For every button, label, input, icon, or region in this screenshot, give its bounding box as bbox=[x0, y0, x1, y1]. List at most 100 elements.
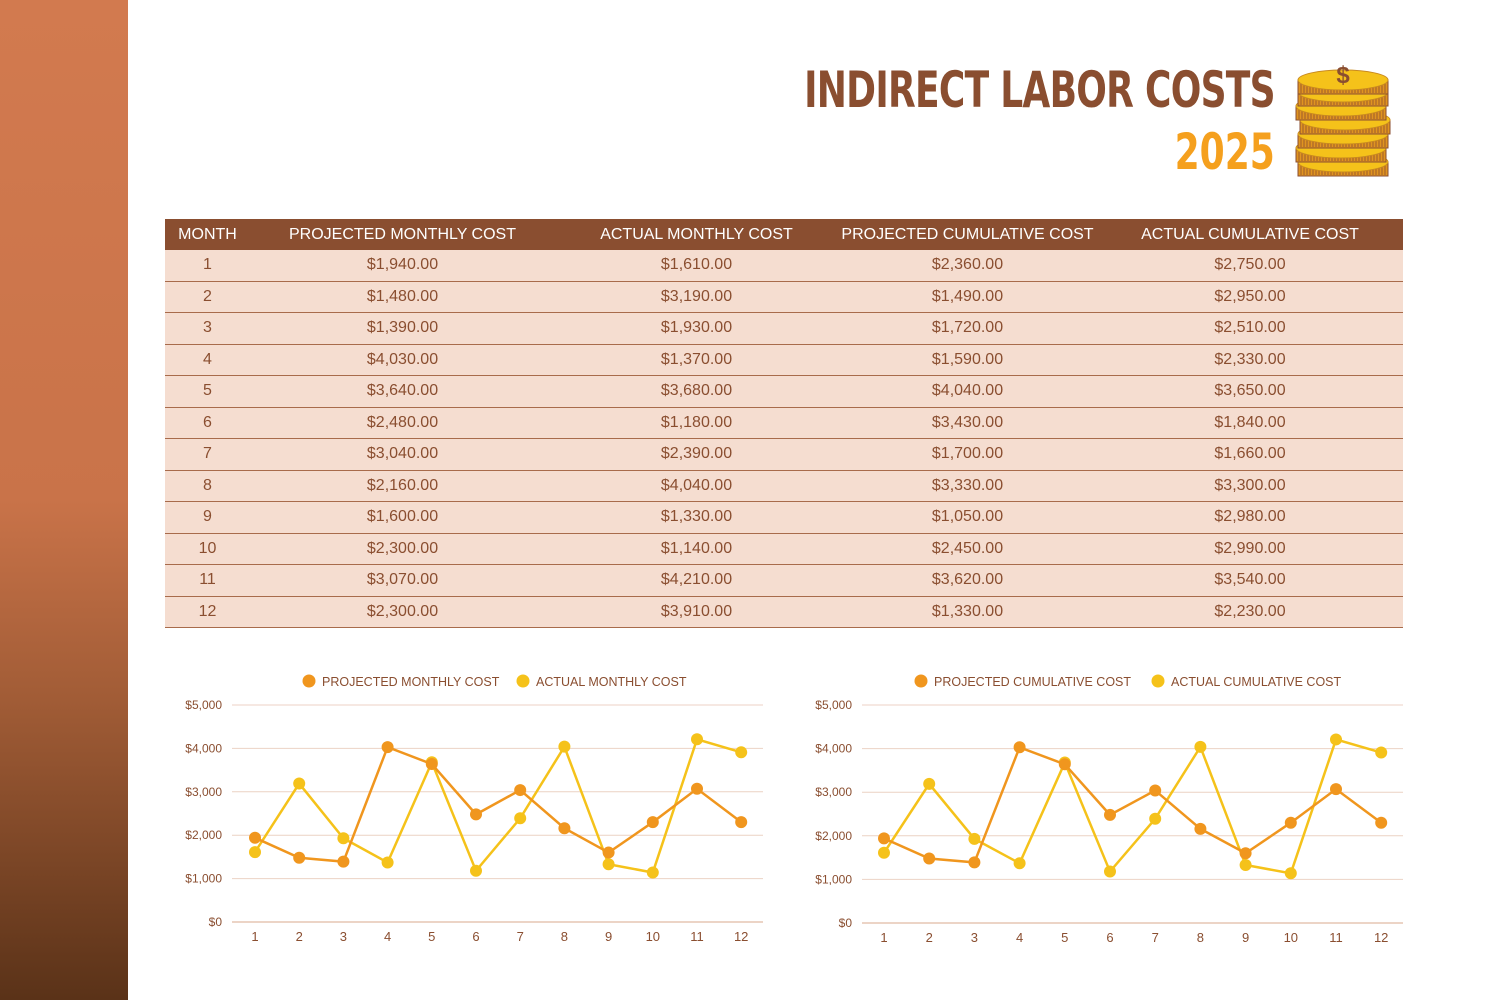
x-tick-label: 3 bbox=[971, 930, 978, 945]
legend-label: ACTUAL CUMULATIVE COST bbox=[1171, 675, 1342, 689]
table-row: 6 $2,480.00 $1,180.00 $3,430.00 $1,840.00 bbox=[165, 407, 1403, 439]
table-cell: 5 bbox=[165, 375, 250, 408]
series-line bbox=[253, 737, 742, 874]
table-cell: $4,210.00 bbox=[555, 564, 838, 597]
data-point bbox=[470, 864, 482, 877]
legend-label: ACTUAL MONTHLY COST bbox=[536, 675, 687, 689]
table-cell: $1,330.00 bbox=[555, 501, 838, 534]
table-cell: $1,490.00 bbox=[838, 281, 1097, 313]
x-tick-label: 8 bbox=[1197, 930, 1204, 945]
x-tick-label: 7 bbox=[517, 929, 524, 944]
data-point bbox=[1149, 812, 1162, 825]
data-point bbox=[1013, 857, 1026, 870]
x-tick-label: 7 bbox=[1152, 930, 1159, 945]
data-point bbox=[968, 832, 981, 845]
y-tick-label: $4,000 bbox=[185, 741, 222, 755]
data-point bbox=[558, 740, 571, 753]
data-point bbox=[1375, 746, 1388, 759]
x-tick-label: 11 bbox=[1329, 930, 1343, 945]
x-tick-label: 2 bbox=[926, 930, 933, 945]
table-cell: $1,660.00 bbox=[1097, 438, 1403, 471]
y-tick-label: $4,000 bbox=[815, 742, 852, 756]
table-cell: $2,980.00 bbox=[1097, 501, 1403, 534]
data-point bbox=[1330, 733, 1342, 746]
data-point bbox=[381, 741, 394, 754]
column-header: PROJECTED MONTHLY COST bbox=[250, 219, 555, 250]
table-cell: $2,300.00 bbox=[250, 533, 555, 565]
y-tick-label: $2,000 bbox=[815, 829, 852, 843]
table-cell: $3,430.00 bbox=[838, 407, 1097, 439]
table-cell: $4,040.00 bbox=[838, 375, 1097, 408]
data-point bbox=[470, 808, 482, 821]
table-cell: 12 bbox=[165, 596, 250, 628]
table-cell: $1,050.00 bbox=[838, 501, 1097, 534]
table-cell: $1,330.00 bbox=[838, 596, 1097, 628]
column-header: MONTH bbox=[165, 219, 250, 250]
y-tick-label: $2,000 bbox=[185, 828, 222, 842]
y-tick-label: $0 bbox=[839, 916, 853, 930]
table-cell: $3,640.00 bbox=[250, 375, 555, 408]
table-cell: $3,910.00 bbox=[555, 596, 838, 628]
data-point bbox=[293, 851, 306, 864]
table-cell: $1,930.00 bbox=[555, 312, 838, 345]
y-tick-label: $1,000 bbox=[815, 872, 852, 886]
data-point bbox=[337, 855, 350, 868]
data-point bbox=[878, 846, 890, 859]
table-cell: $2,360.00 bbox=[838, 250, 1097, 282]
x-tick-label: 9 bbox=[605, 929, 612, 944]
table-cell: 3 bbox=[165, 312, 250, 345]
table-cell: $1,480.00 bbox=[250, 281, 555, 313]
table-cell: $1,840.00 bbox=[1097, 407, 1403, 439]
table-cell: $2,480.00 bbox=[250, 407, 555, 439]
x-tick-label: 5 bbox=[1061, 930, 1068, 945]
legend-marker bbox=[516, 674, 530, 688]
table-cell: 10 bbox=[165, 533, 250, 565]
data-point bbox=[1375, 816, 1388, 829]
data-point bbox=[968, 856, 981, 869]
x-tick-label: 11 bbox=[690, 929, 704, 944]
y-tick-label: $0 bbox=[209, 915, 223, 929]
data-point bbox=[1239, 859, 1252, 872]
legend-label: PROJECTED MONTHLY COST bbox=[322, 675, 500, 689]
table-cell: 7 bbox=[165, 438, 250, 471]
table-cell: $1,370.00 bbox=[555, 344, 838, 376]
x-tick-label: 8 bbox=[561, 929, 568, 944]
data-point bbox=[1104, 808, 1116, 821]
table-cell: $1,390.00 bbox=[250, 312, 555, 345]
x-tick-label: 10 bbox=[646, 929, 660, 944]
table-row: 3 $1,390.00 $1,930.00 $1,720.00 $2,510.00 bbox=[165, 312, 1403, 345]
table-cell: $2,160.00 bbox=[250, 470, 555, 502]
data-point bbox=[691, 782, 703, 795]
title-year: 2025 bbox=[1174, 123, 1275, 181]
data-point bbox=[381, 856, 394, 869]
table-cell: 4 bbox=[165, 344, 250, 376]
y-tick-label: $3,000 bbox=[815, 785, 852, 799]
x-tick-label: 4 bbox=[384, 929, 391, 944]
data-point bbox=[425, 758, 438, 771]
table-cell: $2,450.00 bbox=[838, 533, 1097, 565]
x-tick-label: 5 bbox=[428, 929, 435, 944]
x-tick-label: 12 bbox=[734, 929, 748, 944]
column-header: PROJECTED CUMULATIVE COST bbox=[838, 219, 1097, 250]
table-cell: $2,750.00 bbox=[1097, 250, 1403, 282]
coin-stack-icon: $ bbox=[1295, 62, 1391, 177]
legend-marker bbox=[302, 674, 316, 688]
table-cell: $2,330.00 bbox=[1097, 344, 1403, 376]
table-cell: $4,030.00 bbox=[250, 344, 555, 376]
table-cell: $3,190.00 bbox=[555, 281, 838, 313]
table-cell: $2,390.00 bbox=[555, 438, 838, 471]
cost-table: MONTH PROJECTED MONTHLY COST ACTUAL MONTHL… bbox=[165, 219, 1403, 628]
data-point bbox=[249, 831, 261, 844]
table-row: 8 $2,160.00 $4,040.00 $3,330.00 $3,300.00 bbox=[165, 470, 1403, 502]
table-row: 10 $2,300.00 $1,140.00 $2,450.00 $2,990.00 bbox=[165, 533, 1403, 565]
x-tick-label: 1 bbox=[251, 929, 258, 944]
data-point bbox=[558, 822, 571, 835]
data-point bbox=[1149, 784, 1162, 797]
table-row: 9 $1,600.00 $1,330.00 $1,050.00 $2,980.00 bbox=[165, 501, 1403, 534]
data-point bbox=[923, 852, 936, 865]
table-cell: $2,230.00 bbox=[1097, 596, 1403, 628]
series-line bbox=[882, 737, 1382, 875]
series-line bbox=[883, 745, 1382, 864]
x-tick-label: 6 bbox=[1106, 930, 1113, 945]
sidebar-accent bbox=[0, 0, 128, 1000]
